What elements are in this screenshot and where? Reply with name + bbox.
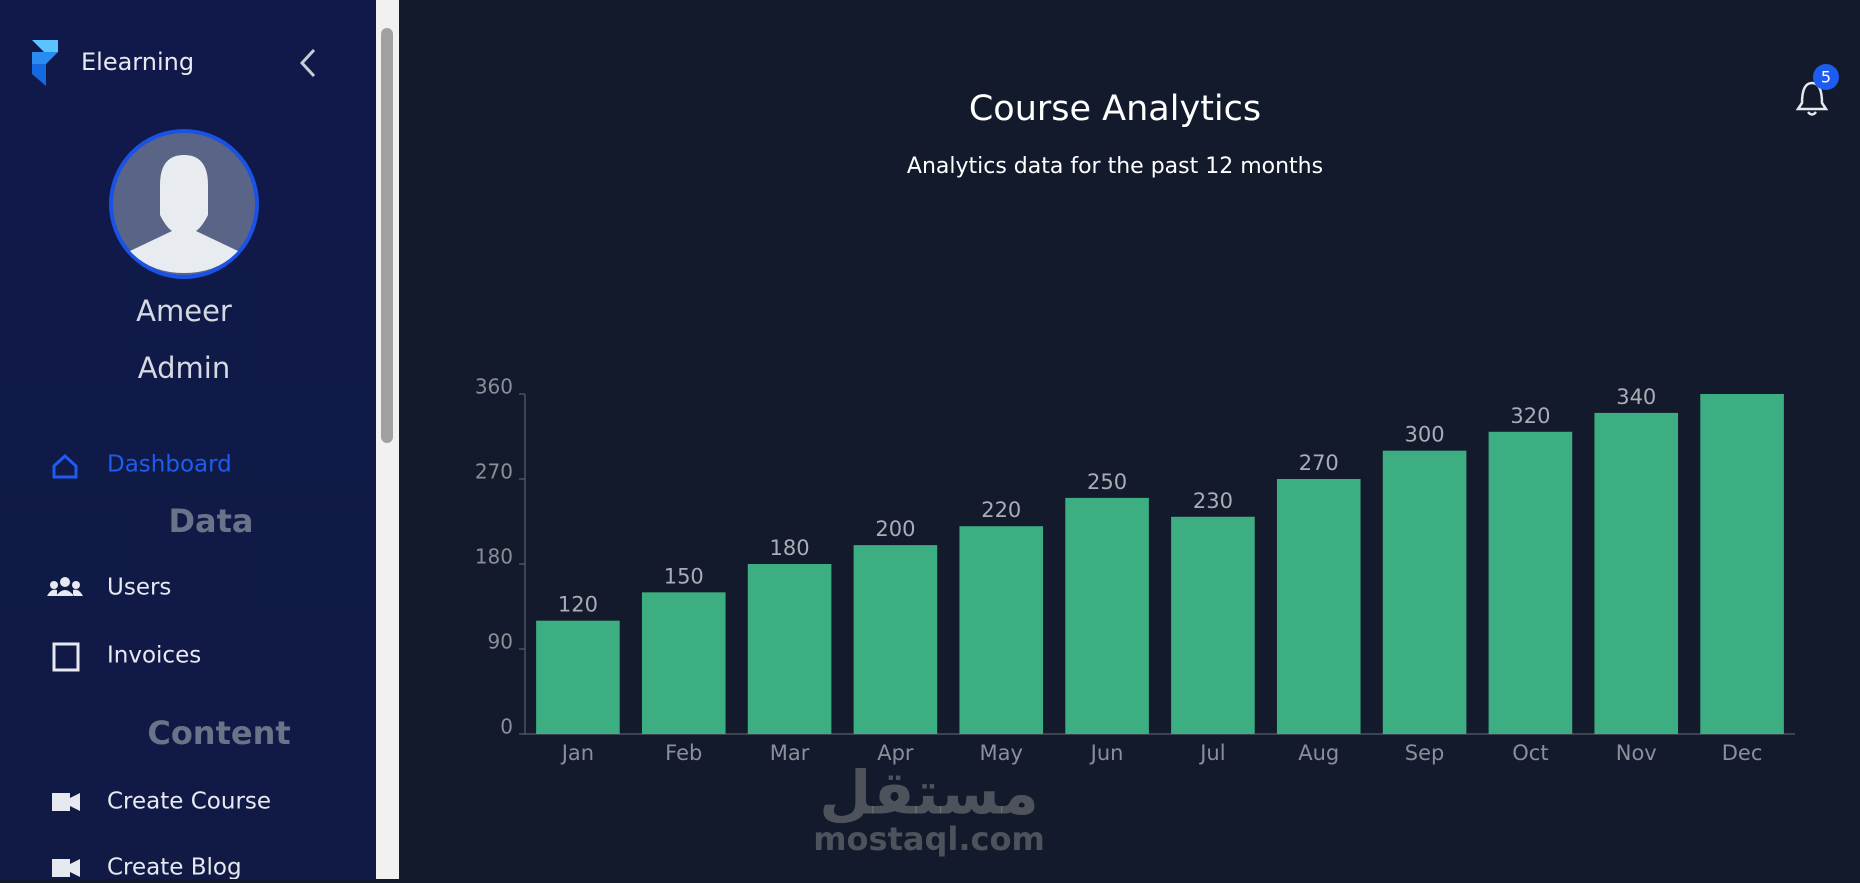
data-label: 150 (664, 564, 704, 588)
data-label: 120 (558, 593, 598, 617)
watermark: مستقل (819, 759, 1038, 829)
chart: Course Analytics Analytics data for the … (475, 64, 1839, 858)
video-icon (52, 859, 80, 877)
bar (536, 620, 620, 734)
logo (32, 40, 58, 86)
data-label: 220 (981, 498, 1021, 522)
y-tick-label: 360 (475, 375, 513, 399)
video-icon (52, 793, 80, 811)
collapse-button[interactable] (299, 48, 316, 78)
bar (1171, 516, 1255, 734)
users-icon (47, 577, 83, 596)
x-tick-label: Nov (1616, 741, 1657, 765)
nav-link[interactable]: Create Blog (107, 855, 242, 881)
nav-link[interactable]: Create Course (107, 789, 271, 815)
x-tick-label: Jul (1198, 741, 1225, 765)
sidebar: Elearning Ameer Admin Dashboard Data Use… (0, 0, 376, 881)
chart-subtitle: Analytics data for the past 12 months (907, 154, 1323, 179)
y-tick-label: 90 (488, 630, 513, 654)
x-tick-label: Jan (560, 741, 594, 765)
bar (747, 564, 832, 734)
nav-link[interactable]: Invoices (107, 643, 201, 669)
bar (1065, 497, 1149, 734)
bar (641, 592, 726, 734)
bar (1700, 394, 1784, 734)
brand: Elearning (81, 48, 194, 76)
user-role: Admin (138, 351, 230, 385)
x-tick-label: Jun (1089, 741, 1124, 765)
data-label: 230 (1193, 489, 1233, 513)
data-label: 300 (1405, 423, 1445, 447)
avatar-silhouette (130, 155, 238, 273)
invoice-icon (52, 642, 80, 672)
user-name: Ameer (136, 294, 232, 328)
notification-badge (1813, 64, 1839, 90)
data-label: 320 (1510, 404, 1550, 428)
nav-link[interactable]: Users (107, 575, 171, 601)
bar (959, 526, 1044, 734)
y-tick-label: 0 (500, 715, 513, 739)
y-tick-label: 180 (475, 545, 513, 569)
scroll-thumb[interactable] (381, 28, 393, 443)
data-label: 200 (875, 517, 915, 541)
bar (1276, 479, 1361, 734)
watermark: mostaql.com (813, 820, 1045, 858)
scrollbar[interactable] (376, 0, 399, 879)
bar (1382, 450, 1467, 734)
x-tick-label: Sep (1405, 741, 1445, 765)
x-tick-label: Feb (665, 741, 702, 765)
chart-title: Course Analytics (969, 89, 1261, 129)
nav-link[interactable]: Dashboard (107, 452, 232, 478)
x-tick-label: Apr (877, 741, 914, 765)
nav-heading: Data (168, 502, 253, 540)
sidebar-svg: Elearning Ameer Admin Dashboard Data Use… (32, 40, 316, 881)
bar (1488, 431, 1573, 734)
data-label: 340 (1616, 385, 1656, 409)
data-label: 180 (770, 536, 810, 560)
x-tick-label: Mar (770, 741, 810, 765)
bar (1594, 412, 1679, 734)
home-icon (52, 453, 78, 479)
notification-count: 5 (1821, 68, 1831, 87)
x-tick-label: Oct (1512, 741, 1548, 765)
x-tick-label: Aug (1298, 741, 1339, 765)
y-tick-label: 270 (475, 460, 513, 484)
x-tick-label: Dec (1722, 741, 1763, 765)
nav-heading: Content (147, 714, 290, 752)
notification-bell[interactable] (1795, 81, 1829, 116)
bar (853, 545, 938, 734)
x-tick-label: May (980, 741, 1023, 765)
data-label: 250 (1087, 470, 1127, 494)
data-label: 270 (1299, 451, 1339, 475)
